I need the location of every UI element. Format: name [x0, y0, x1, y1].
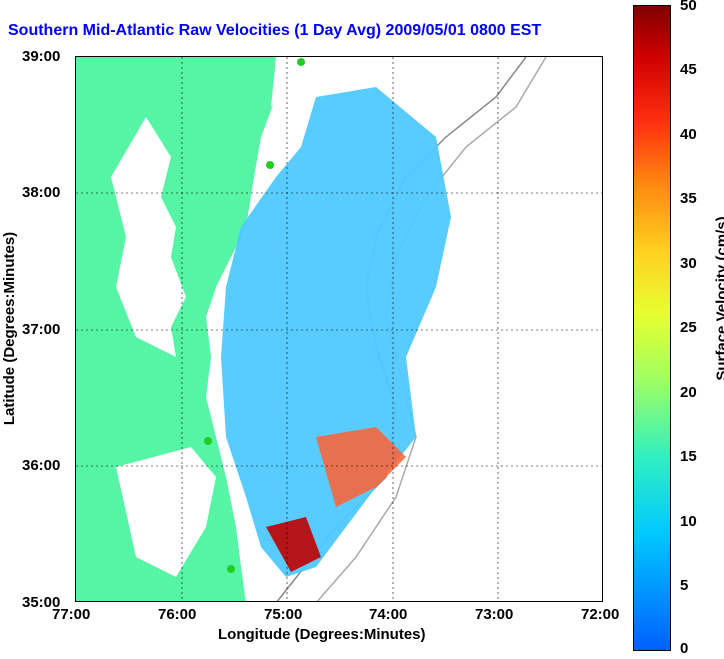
- chesapeake-bay: [111, 117, 186, 357]
- y-tick-label: 36:00: [22, 457, 61, 474]
- x-tick-label: 73:00: [475, 606, 514, 623]
- x-tick-label: 72:00: [581, 606, 620, 623]
- x-tick-label: 76:00: [158, 606, 197, 623]
- y-tick-label: 37:00: [22, 321, 61, 338]
- x-axis-label: Longitude (Degrees:Minutes): [218, 626, 426, 643]
- colorbar-tick: 35: [680, 190, 697, 207]
- delaware-bay: [271, 57, 294, 107]
- y-axis-label: Latitude (Degrees:Minutes): [1, 231, 19, 426]
- radar-station: [227, 565, 235, 573]
- velocity-peak: [266, 517, 321, 572]
- colorbar-tick: 40: [680, 126, 697, 143]
- colorbar-tick: 50: [680, 0, 697, 14]
- x-tick-label: 74:00: [369, 606, 408, 623]
- radar-station: [266, 161, 274, 169]
- map-canvas: [76, 57, 602, 601]
- x-tick-label: 75:00: [264, 606, 303, 623]
- colorbar-tick: 20: [680, 384, 697, 401]
- y-tick-label: 39:00: [22, 48, 61, 65]
- colorbar-tick: 5: [680, 577, 689, 594]
- y-tick-label: 35:00: [22, 594, 61, 611]
- grid-lines: [76, 57, 602, 601]
- colorbar-tick: 25: [680, 319, 697, 336]
- colorbar-tick: 0: [680, 640, 689, 657]
- colorbar-label: Surface Velocity (cm/s): [713, 216, 724, 381]
- radar-station: [297, 58, 305, 66]
- colorbar-tick: 10: [680, 513, 697, 530]
- colorbar-tick: 30: [680, 255, 697, 272]
- x-tick-label: 77:00: [52, 606, 91, 623]
- colorbar-tick: 45: [680, 61, 697, 78]
- radar-station: [204, 437, 212, 445]
- velocity-high-region: [316, 427, 406, 507]
- colorbar: [633, 5, 671, 651]
- pamlico-sound: [116, 447, 216, 577]
- map-plot-area[interactable]: [75, 56, 603, 602]
- map-title: Southern Mid-Atlantic Raw Velocities (1 …: [8, 22, 542, 39]
- colorbar-tick: 15: [680, 448, 697, 465]
- y-tick-label: 38:00: [22, 184, 61, 201]
